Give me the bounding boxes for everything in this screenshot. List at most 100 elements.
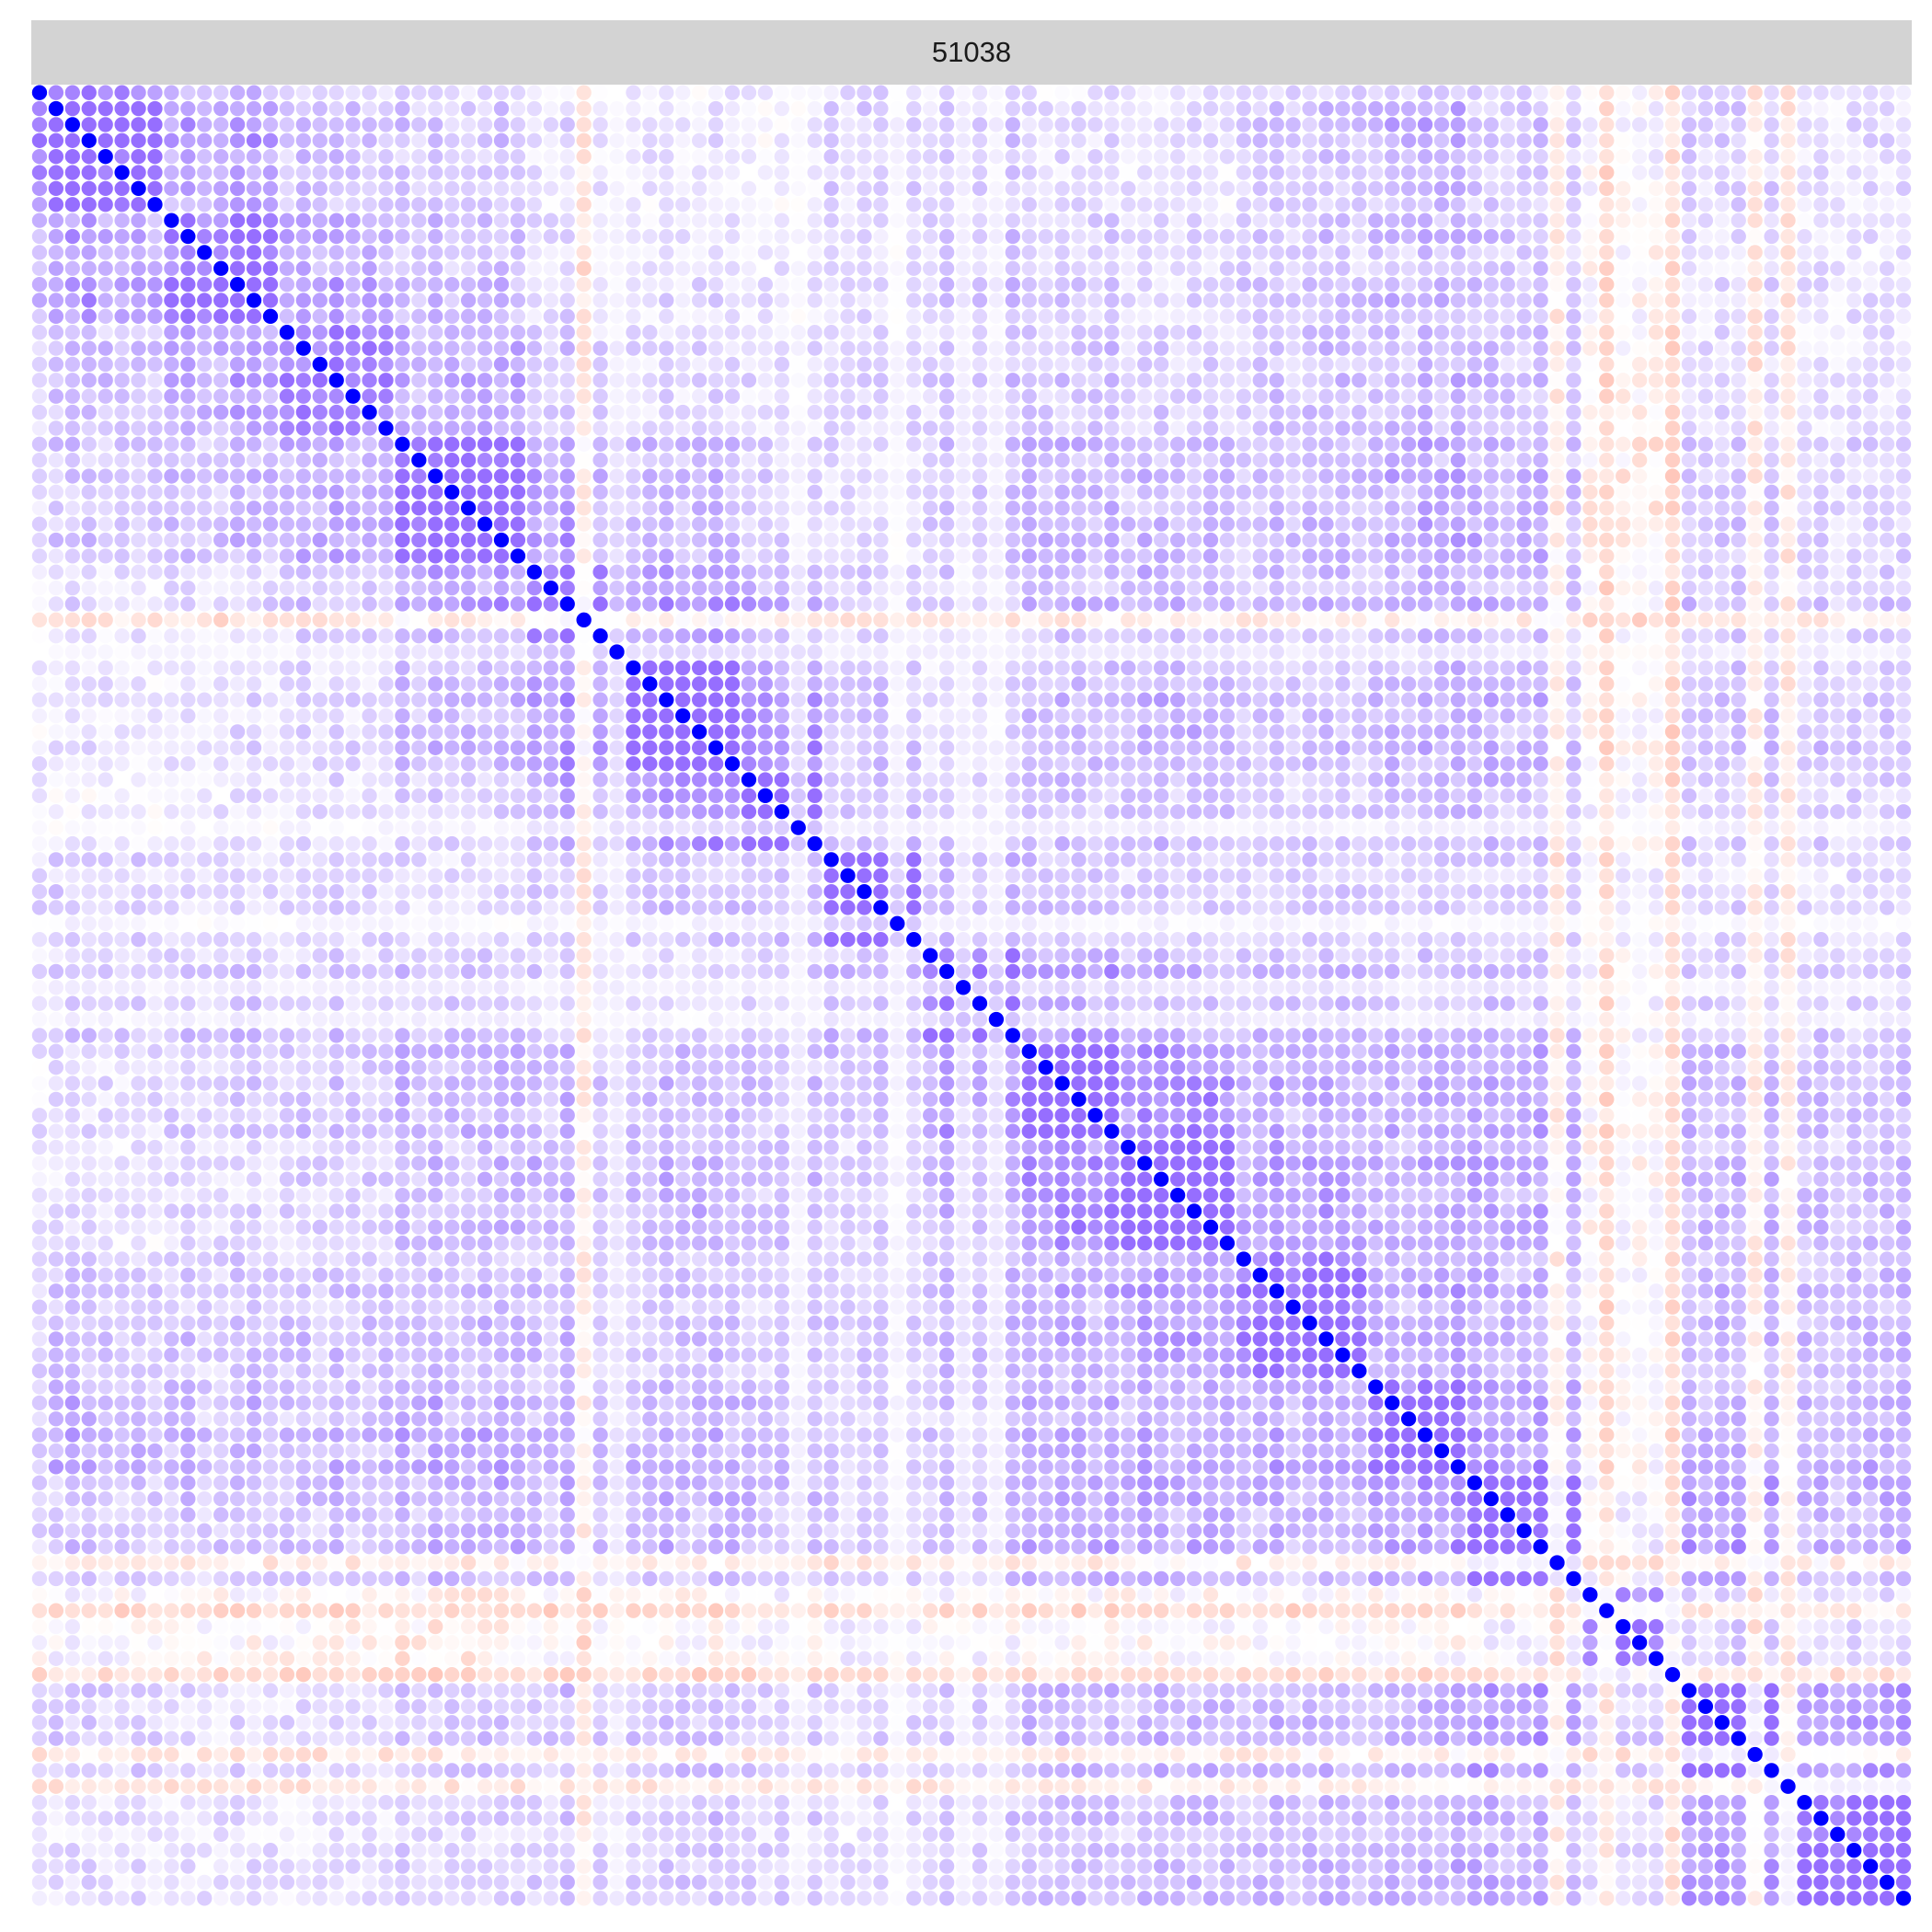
correlation-dot [1450,245,1466,260]
correlation-dot [1368,117,1384,132]
correlation-dot [1385,452,1400,468]
correlation-dot [1483,245,1499,260]
diagonal-dot [559,596,575,612]
correlation-dot [1071,228,1087,245]
correlation-dot [1269,197,1284,213]
correlation-dot [1054,580,1070,596]
correlation-dot [81,340,97,356]
correlation-dot [609,724,625,740]
correlation-dot [1846,436,1862,452]
correlation-dot [1433,452,1450,468]
correlation-dot [279,564,295,580]
correlation-dot [345,755,361,772]
correlation-dot [1500,660,1515,676]
correlation-dot [1566,707,1581,724]
correlation-dot [988,213,1005,228]
correlation-dot [1681,660,1697,676]
correlation-dot [1566,340,1581,356]
correlation-dot [1797,676,1812,692]
correlation-dot [823,772,839,788]
correlation-dot [328,724,344,740]
correlation-dot [972,197,988,213]
correlation-dot [543,548,558,564]
correlation-dot [1269,564,1284,580]
correlation-dot [1483,628,1499,644]
correlation-dot [1236,724,1252,740]
correlation-dot [131,132,146,148]
correlation-dot [1747,213,1763,228]
correlation-dot [543,452,558,468]
correlation-dot [213,420,229,436]
correlation-dot [1797,117,1812,132]
correlation-dot [1731,660,1746,676]
correlation-dot [823,452,839,468]
correlation-dot [691,340,707,356]
correlation-dot [147,755,163,772]
correlation-dot [840,612,856,628]
correlation-dot [213,276,229,293]
correlation-dot [576,276,592,293]
correlation-dot [1764,564,1779,580]
correlation-dot [147,628,163,644]
correlation-dot [213,580,229,596]
correlation-dot [1202,180,1219,197]
correlation-dot [576,740,592,755]
correlation-dot [81,165,97,180]
correlation-dot [48,628,64,644]
correlation-dot [428,276,443,293]
correlation-dot [98,612,113,628]
correlation-dot [1664,644,1681,660]
correlation-dot [807,148,822,165]
correlation-dot [1747,180,1763,197]
correlation-dot [279,308,295,325]
correlation-dot [1302,180,1317,197]
correlation-dot [1417,452,1433,468]
correlation-dot [1005,692,1020,707]
correlation-dot [609,628,625,644]
correlation-dot [857,612,872,628]
correlation-dot [81,148,97,165]
correlation-dot [213,245,229,260]
correlation-dot [1236,420,1252,436]
correlation-dot [938,245,955,260]
correlation-dot [1516,740,1532,755]
correlation-dot [972,452,988,468]
correlation-dot [592,660,608,676]
correlation-dot [1285,724,1301,740]
correlation-dot [1582,148,1598,165]
correlation-dot [626,245,641,260]
correlation-dot [411,245,427,260]
correlation-dot [295,692,312,707]
correlation-dot [1285,293,1301,308]
correlation-dot [164,85,179,100]
correlation-dot [1005,772,1020,788]
correlation-dot [1385,356,1400,373]
correlation-dot [1450,660,1466,676]
correlation-dot [64,420,80,436]
correlation-dot [1731,373,1746,388]
correlation-dot [1450,516,1466,532]
correlation-dot [543,772,558,788]
correlation-dot [857,436,872,452]
correlation-dot [345,676,361,692]
correlation-dot [526,276,543,293]
correlation-dot [707,293,724,308]
correlation-dot [1846,644,1862,660]
correlation-dot [279,404,295,420]
correlation-dot [312,293,328,308]
correlation-dot [1433,356,1450,373]
correlation-dot [1566,165,1581,180]
correlation-dot [428,404,443,420]
correlation-dot [1681,468,1697,484]
correlation-dot [1021,325,1037,340]
correlation-dot [1648,660,1664,676]
correlation-dot [1697,340,1714,356]
correlation-dot [1582,276,1598,293]
correlation-dot [1747,707,1763,724]
correlation-dot [395,260,410,276]
correlation-dot [1351,772,1367,788]
correlation-dot [972,228,988,245]
correlation-dot [1450,117,1466,132]
correlation-dot [1005,532,1020,548]
correlation-dot [1895,420,1912,436]
